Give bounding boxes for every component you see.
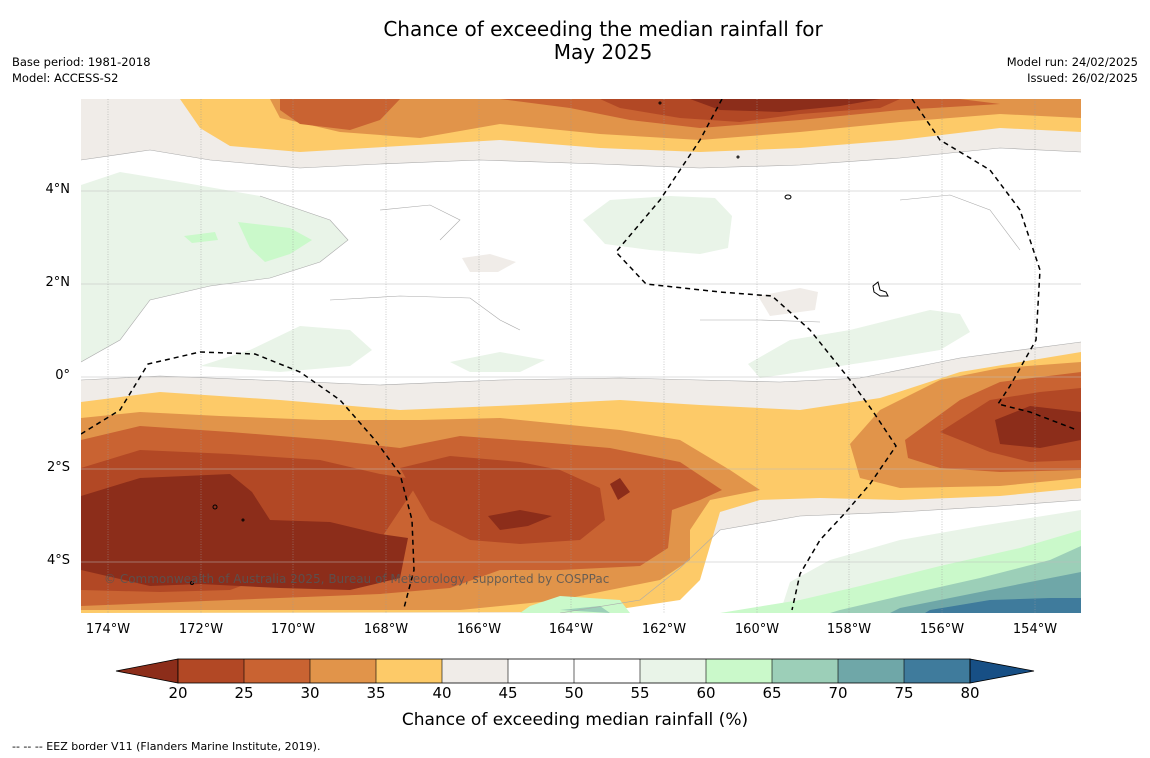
colorbar-tick: 25: [234, 684, 254, 702]
colorbar-bin-45-50: [508, 659, 574, 683]
issued-date: Issued: 26/02/2025: [1027, 71, 1138, 85]
longitude-gridlines: [107, 99, 1036, 613]
x-tick-label: 154°W: [1012, 622, 1058, 637]
colorbar-dividers: [243, 659, 905, 683]
colorbar-extend-high: [969, 658, 1035, 684]
colorbar-bin-60-65: [706, 659, 772, 683]
x-tick-label: 172°W: [178, 622, 224, 637]
x-tick-label: 166°W: [456, 622, 502, 637]
colorbar-bin-35-40: [376, 659, 442, 683]
south-band-15: [81, 406, 1081, 590]
y-tick-label: 4°S: [46, 553, 70, 568]
colorbar-bin-40-45: [442, 659, 508, 683]
eez-borders: [81, 99, 1078, 611]
colorbar-bin-75-80: [904, 659, 970, 683]
colorbar-tick: 75: [894, 684, 914, 702]
contour-lines: [81, 147, 1081, 613]
model-run: Model run: 24/02/2025: [1006, 55, 1138, 69]
wet-patch-west: [81, 172, 348, 362]
metadata-left: Base period: 1981-2018 Model: ACCESS-S2: [12, 54, 151, 86]
island-outlines: [190, 101, 889, 585]
colorbar-tick: 30: [300, 684, 320, 702]
chart-title: Chance of exceeding the median rainfall …: [0, 18, 1150, 64]
south-east-wet-80: [925, 598, 1081, 613]
x-tick-label: 168°W: [363, 622, 409, 637]
south-east-wet-70: [560, 546, 1081, 613]
colorbar-bin-50-55: [574, 659, 640, 683]
colorbar-tick: 80: [960, 684, 980, 702]
colorbar-tick: 20: [168, 684, 188, 702]
colorbar-tick: 50: [564, 684, 584, 702]
y-tick-label: 0°: [55, 368, 70, 383]
dry-spot-1: [462, 254, 516, 272]
x-tick-label: 158°W: [826, 622, 872, 637]
colorbar: [115, 658, 1035, 684]
title-line-1: Chance of exceeding the median rainfall …: [383, 17, 823, 41]
wet-patch-central: [583, 196, 732, 254]
x-tick-label: 162°W: [641, 622, 687, 637]
colorbar-tick: 35: [366, 684, 386, 702]
map-plot-area: [81, 99, 1081, 613]
colorbar-tick: 45: [498, 684, 518, 702]
model-name: Model: ACCESS-S2: [12, 71, 119, 85]
colorbar-bin-65-70: [772, 659, 838, 683]
north-band-15: [690, 99, 880, 112]
colorbar-bin-70-75: [838, 659, 904, 683]
x-tick-label: 170°W: [270, 622, 316, 637]
colorbar-bin-30-35: [310, 659, 376, 683]
wet-patch-equator-mid: [450, 352, 545, 372]
eez-footnote: -- -- -- EEZ border V11 (Flanders Marine…: [12, 740, 321, 753]
title-line-2: May 2025: [553, 40, 653, 64]
colorbar-label: Chance of exceeding median rainfall (%): [401, 710, 749, 730]
colorbar-bin-20-25: [178, 659, 244, 683]
metadata-right: Model run: 24/02/2025 Issued: 26/02/2025: [1007, 54, 1138, 86]
y-tick-label: 2°S: [46, 460, 70, 475]
colorbar-tick: 70: [828, 684, 848, 702]
colorbar-tick: 40: [432, 684, 452, 702]
colorbar-extend-low: [115, 658, 179, 684]
latitude-gridlines: [81, 190, 1081, 563]
dry-spot-2: [758, 288, 818, 316]
colorbar-bin-25-30: [244, 659, 310, 683]
colorbar-tick: 60: [696, 684, 716, 702]
x-tick-label: 174°W: [85, 622, 131, 637]
base-period: Base period: 1981-2018: [12, 55, 151, 69]
wet-patch-west-core: [238, 222, 312, 262]
y-tick-label: 4°N: [45, 182, 71, 197]
x-tick-label: 164°W: [548, 622, 594, 637]
colorbar-tick: 55: [630, 684, 650, 702]
wet-patch-equator-west: [200, 326, 372, 372]
x-tick-label: 156°W: [919, 622, 965, 637]
x-tick-label: 160°W: [734, 622, 780, 637]
colorbar-bin-55-60: [640, 659, 706, 683]
colorbar-tick: 65: [762, 684, 782, 702]
y-tick-label: 2°N: [45, 275, 71, 290]
wet-patch-east: [748, 310, 970, 378]
copyright-watermark: © Commonwealth of Australia 2025, Bureau…: [104, 572, 610, 586]
